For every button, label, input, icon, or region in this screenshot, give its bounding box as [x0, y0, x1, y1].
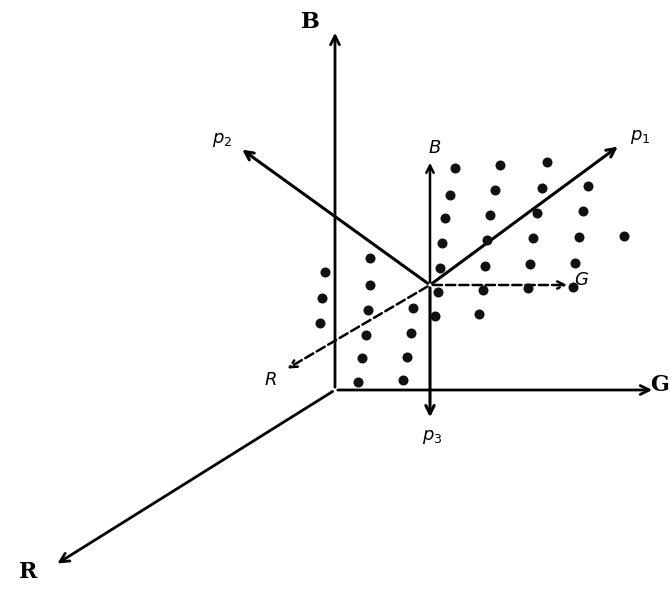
Point [352, 377, 363, 387]
Point [541, 157, 552, 167]
Point [364, 280, 375, 290]
Point [474, 309, 484, 319]
Point [440, 213, 450, 223]
Point [397, 375, 408, 385]
Point [494, 160, 505, 170]
Point [537, 183, 547, 193]
Point [482, 235, 492, 245]
Point [450, 163, 460, 173]
Point [320, 267, 330, 277]
Text: R: R [19, 561, 38, 583]
Point [356, 353, 367, 363]
Point [484, 210, 495, 220]
Text: $p_3$: $p_3$ [422, 428, 442, 446]
Point [490, 185, 500, 195]
Point [407, 303, 418, 313]
Point [574, 232, 584, 242]
Point [570, 258, 580, 268]
Text: $G$: $G$ [574, 271, 590, 289]
Point [478, 285, 488, 295]
Point [405, 328, 416, 338]
Point [317, 293, 328, 303]
Text: $p_1$: $p_1$ [630, 128, 650, 146]
Point [578, 206, 588, 216]
Point [525, 259, 535, 269]
Text: $R$: $R$ [263, 371, 277, 389]
Point [360, 330, 371, 340]
Point [480, 261, 490, 271]
Point [315, 318, 326, 328]
Point [523, 283, 533, 293]
Point [437, 238, 448, 248]
Point [362, 305, 373, 315]
Text: $B$: $B$ [428, 139, 442, 157]
Point [364, 253, 375, 263]
Point [528, 233, 539, 243]
Point [445, 190, 456, 200]
Text: B: B [301, 11, 320, 33]
Text: $p_2$: $p_2$ [212, 131, 232, 149]
Point [583, 181, 594, 191]
Text: G: G [651, 374, 669, 396]
Point [567, 282, 578, 292]
Point [618, 231, 629, 241]
Point [401, 352, 412, 362]
Point [435, 263, 446, 273]
Point [429, 311, 440, 321]
Point [531, 208, 542, 218]
Point [433, 287, 444, 297]
